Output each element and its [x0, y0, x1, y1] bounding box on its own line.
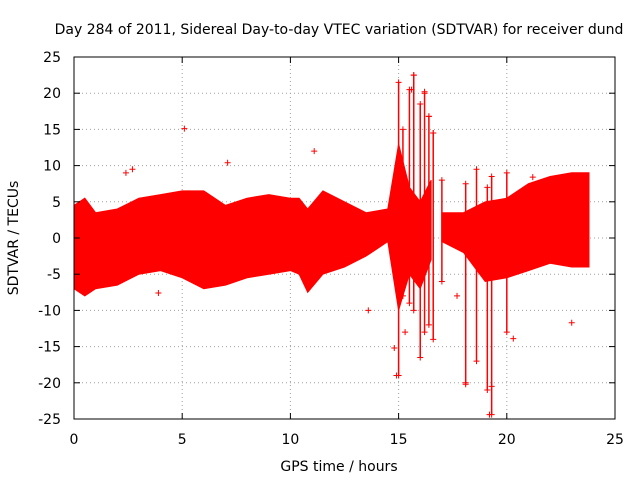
data-point [395, 79, 402, 86]
data-point [406, 300, 413, 307]
y-tick-label: -10 [38, 303, 61, 319]
data-point [122, 169, 129, 176]
data-point [155, 290, 162, 297]
data-point [391, 345, 398, 352]
data-point [438, 278, 445, 285]
y-tick-label: 0 [52, 231, 61, 247]
data-point [438, 177, 445, 184]
data-point [181, 125, 188, 132]
x-axis-label: GPS time / hours [280, 459, 397, 475]
data-point [454, 292, 461, 299]
data-point [421, 329, 428, 336]
data-point [393, 372, 400, 379]
data-point [430, 130, 437, 137]
data-point [484, 184, 491, 191]
x-tick-label: 0 [70, 432, 79, 448]
data-point [399, 126, 406, 133]
data-band [441, 172, 590, 282]
data-point [529, 174, 536, 181]
data-point [129, 166, 136, 173]
data-layer [73, 72, 590, 418]
y-axis-label: SDTVAR / TECUs [6, 181, 22, 296]
data-point [473, 166, 480, 173]
data-point [486, 411, 493, 418]
data-point [402, 329, 409, 336]
data-point [462, 180, 469, 187]
y-tick-label: 25 [43, 50, 61, 66]
data-point [430, 336, 437, 343]
data-point [568, 319, 575, 326]
x-tick-label: 20 [498, 432, 516, 448]
data-point [410, 72, 417, 79]
y-tick-label: 10 [43, 159, 61, 175]
data-point [408, 86, 415, 93]
y-tick-label: -20 [38, 376, 61, 392]
data-point [399, 292, 406, 299]
ticks: 0 5 10 15 20 25 -25 -20 -15 -10 -5 0 5 10 15 20 25 [38, 50, 624, 448]
y-tick-label: -5 [47, 267, 61, 283]
y-tick-label: 5 [52, 195, 61, 211]
x-tick-label: 5 [178, 432, 187, 448]
x-tick-label: 25 [606, 432, 624, 448]
data-point [473, 358, 480, 365]
data-point [503, 169, 510, 176]
data-point [484, 387, 491, 394]
y-tick-label: -25 [38, 412, 61, 428]
data-point [421, 88, 428, 95]
data-point [488, 383, 495, 390]
y-tick-label: 20 [43, 86, 61, 102]
data-point [488, 173, 495, 180]
data-point [462, 381, 469, 388]
data-point [510, 335, 517, 342]
data-point [417, 101, 424, 108]
data-point [564, 181, 571, 188]
chart-title: Day 284 of 2011, Sidereal Day-to-day VTE… [55, 22, 624, 38]
data-point [417, 354, 424, 361]
y-tick-label: 15 [43, 122, 61, 138]
data-point [365, 307, 372, 314]
data-point [224, 159, 231, 166]
data-point [425, 113, 432, 120]
data-band [73, 143, 432, 311]
data-point [503, 329, 510, 336]
data-point [410, 307, 417, 314]
data-point [311, 148, 318, 155]
x-tick-label: 10 [281, 432, 299, 448]
y-tick-label: -15 [38, 340, 61, 356]
data-point [425, 321, 432, 328]
x-tick-label: 15 [390, 432, 408, 448]
